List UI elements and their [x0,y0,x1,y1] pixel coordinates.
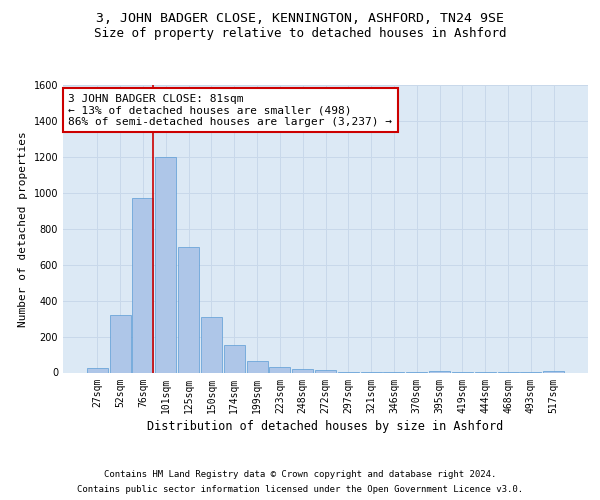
Bar [110,315,131,372]
Bar [201,317,222,372]
Text: Size of property relative to detached houses in Ashford: Size of property relative to detached ho… [94,28,506,40]
Bar [269,367,290,372]
Y-axis label: Number of detached properties: Number of detached properties [18,131,28,326]
Text: Contains public sector information licensed under the Open Government Licence v3: Contains public sector information licen… [77,485,523,494]
Bar [133,198,154,372]
Bar [315,370,336,372]
Bar [224,344,245,372]
Bar [178,246,199,372]
Bar [429,370,450,372]
Bar [247,361,268,372]
Bar [292,369,313,372]
X-axis label: Distribution of detached houses by size in Ashford: Distribution of detached houses by size … [148,420,503,432]
Bar [87,368,108,372]
Text: 3, JOHN BADGER CLOSE, KENNINGTON, ASHFORD, TN24 9SE: 3, JOHN BADGER CLOSE, KENNINGTON, ASHFOR… [96,12,504,26]
Text: 3 JOHN BADGER CLOSE: 81sqm
← 13% of detached houses are smaller (498)
86% of sem: 3 JOHN BADGER CLOSE: 81sqm ← 13% of deta… [68,94,392,127]
Bar [155,157,176,372]
Text: Contains HM Land Registry data © Crown copyright and database right 2024.: Contains HM Land Registry data © Crown c… [104,470,496,479]
Bar [543,370,564,372]
